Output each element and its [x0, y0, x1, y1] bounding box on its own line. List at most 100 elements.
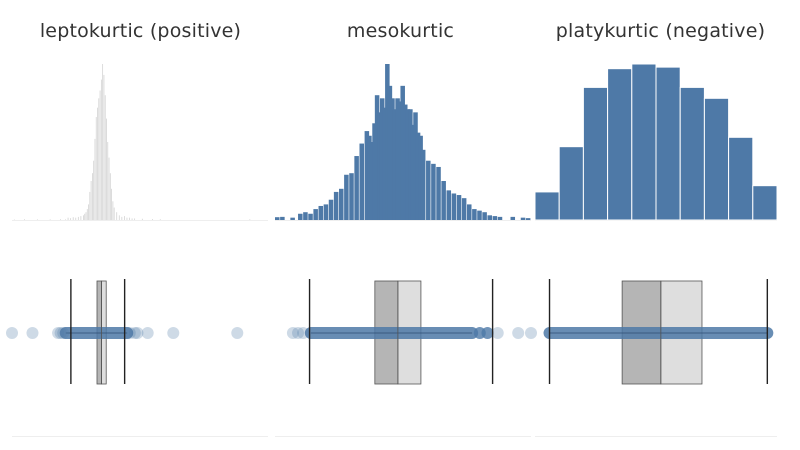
histogram-bar — [497, 216, 503, 220]
histogram-bar — [377, 112, 382, 220]
histogram-bar — [249, 219, 251, 220]
strip-dot — [167, 327, 180, 339]
histogram-bar — [323, 204, 329, 220]
histogram-bar — [467, 204, 472, 220]
histogram-bar — [426, 160, 431, 220]
histogram-bar — [104, 95, 106, 220]
histogram-bar — [280, 216, 285, 220]
histogram-bar — [113, 207, 115, 220]
histogram-bar — [88, 204, 89, 220]
histogram-bar — [397, 101, 403, 220]
histogram-bar — [410, 124, 416, 220]
histogram-bar — [487, 215, 492, 220]
histogram-bar — [492, 216, 498, 220]
histogram-bar — [728, 136, 754, 221]
histogram-bar — [89, 191, 91, 220]
histogram-bar — [679, 86, 705, 221]
histogram-bar — [60, 219, 61, 220]
strip-dot — [292, 327, 305, 339]
histogram-bar — [344, 174, 349, 220]
histogram-bar — [112, 201, 114, 220]
histogram-bar — [99, 90, 101, 221]
strip-dot — [491, 327, 504, 339]
histogram-bar — [94, 138, 96, 220]
histogram-bar — [98, 98, 100, 220]
histogram-bar — [103, 74, 105, 220]
histogram-bar — [141, 218, 143, 220]
panel-title-mesokurtic: mesokurtic — [346, 20, 455, 42]
histogram-bar — [111, 188, 112, 220]
histogram-bar — [461, 198, 467, 220]
histogram-bar — [436, 166, 441, 220]
histogram-bar — [364, 131, 370, 220]
histogram-bar — [77, 216, 79, 220]
histogram-bar — [441, 181, 446, 220]
histogram-bar — [451, 193, 457, 220]
histogram-bar — [372, 123, 377, 220]
histogram-bar — [65, 219, 66, 220]
strip-dot — [128, 327, 141, 339]
histogram-bar — [349, 173, 354, 220]
histogram-bar — [318, 205, 324, 220]
histogram-bar — [446, 190, 452, 220]
strip-dot — [57, 327, 70, 339]
histogram-bar — [84, 213, 86, 220]
histogram-bar — [36, 219, 38, 220]
histogram-bar — [152, 219, 153, 220]
histogram-bar — [107, 142, 109, 220]
strip-dot — [286, 327, 299, 339]
histogram-bar — [97, 107, 98, 220]
histogram-bar — [93, 160, 95, 220]
strip-dot — [141, 327, 154, 339]
strip-dot — [525, 327, 537, 339]
histogram-bar — [395, 98, 400, 220]
histogram-bar — [390, 98, 395, 220]
histogram-bar — [392, 109, 398, 220]
histogram-bar — [534, 191, 560, 221]
strip-dot — [6, 327, 18, 339]
histogram-bar — [90, 181, 92, 220]
histogram-bar — [134, 218, 136, 220]
strip-dot — [54, 327, 67, 339]
histogram-bar — [520, 217, 526, 220]
histogram-bar — [92, 173, 93, 220]
histogram-bar — [124, 216, 125, 220]
histogram-bar — [408, 109, 413, 220]
strip-dot — [231, 327, 244, 339]
histogram-bar — [482, 212, 487, 220]
histogram-bar — [24, 219, 25, 220]
histogram-bar — [102, 64, 104, 220]
histogram-bar — [477, 210, 482, 220]
histogram-bar — [108, 157, 110, 220]
histogram-bar — [313, 209, 318, 220]
histogram-bar — [382, 107, 388, 220]
histogram-bar — [116, 212, 118, 220]
histogram-bar — [525, 218, 531, 220]
histogram-bar — [70, 218, 72, 220]
histogram-bar — [131, 218, 133, 220]
histogram-bar — [631, 63, 657, 221]
histogram-bar — [95, 117, 97, 220]
histogram-bar — [86, 209, 88, 220]
histogram-bar — [510, 216, 516, 220]
histogram-bar — [126, 217, 128, 220]
strip-dot — [123, 327, 136, 339]
histogram-bar — [752, 185, 778, 221]
strip-dot — [512, 327, 525, 339]
histogram-bar — [83, 215, 84, 220]
histogram-bar — [159, 219, 161, 220]
histogram-bar — [582, 86, 609, 221]
histogram-bar — [655, 66, 681, 221]
histogram-bar — [118, 215, 120, 220]
histogram-bar — [308, 213, 313, 220]
histogram-bar — [121, 216, 123, 220]
histogram-bar — [607, 68, 633, 221]
histogram-bar — [405, 109, 411, 220]
histogram-bar — [328, 199, 334, 220]
histogram-bar — [703, 97, 730, 221]
histogram-bar — [387, 85, 393, 220]
histogram-bar — [415, 132, 421, 220]
panel-title-leptokurtic: leptokurtic (positive) — [39, 20, 242, 42]
histogram-bar — [80, 216, 82, 220]
